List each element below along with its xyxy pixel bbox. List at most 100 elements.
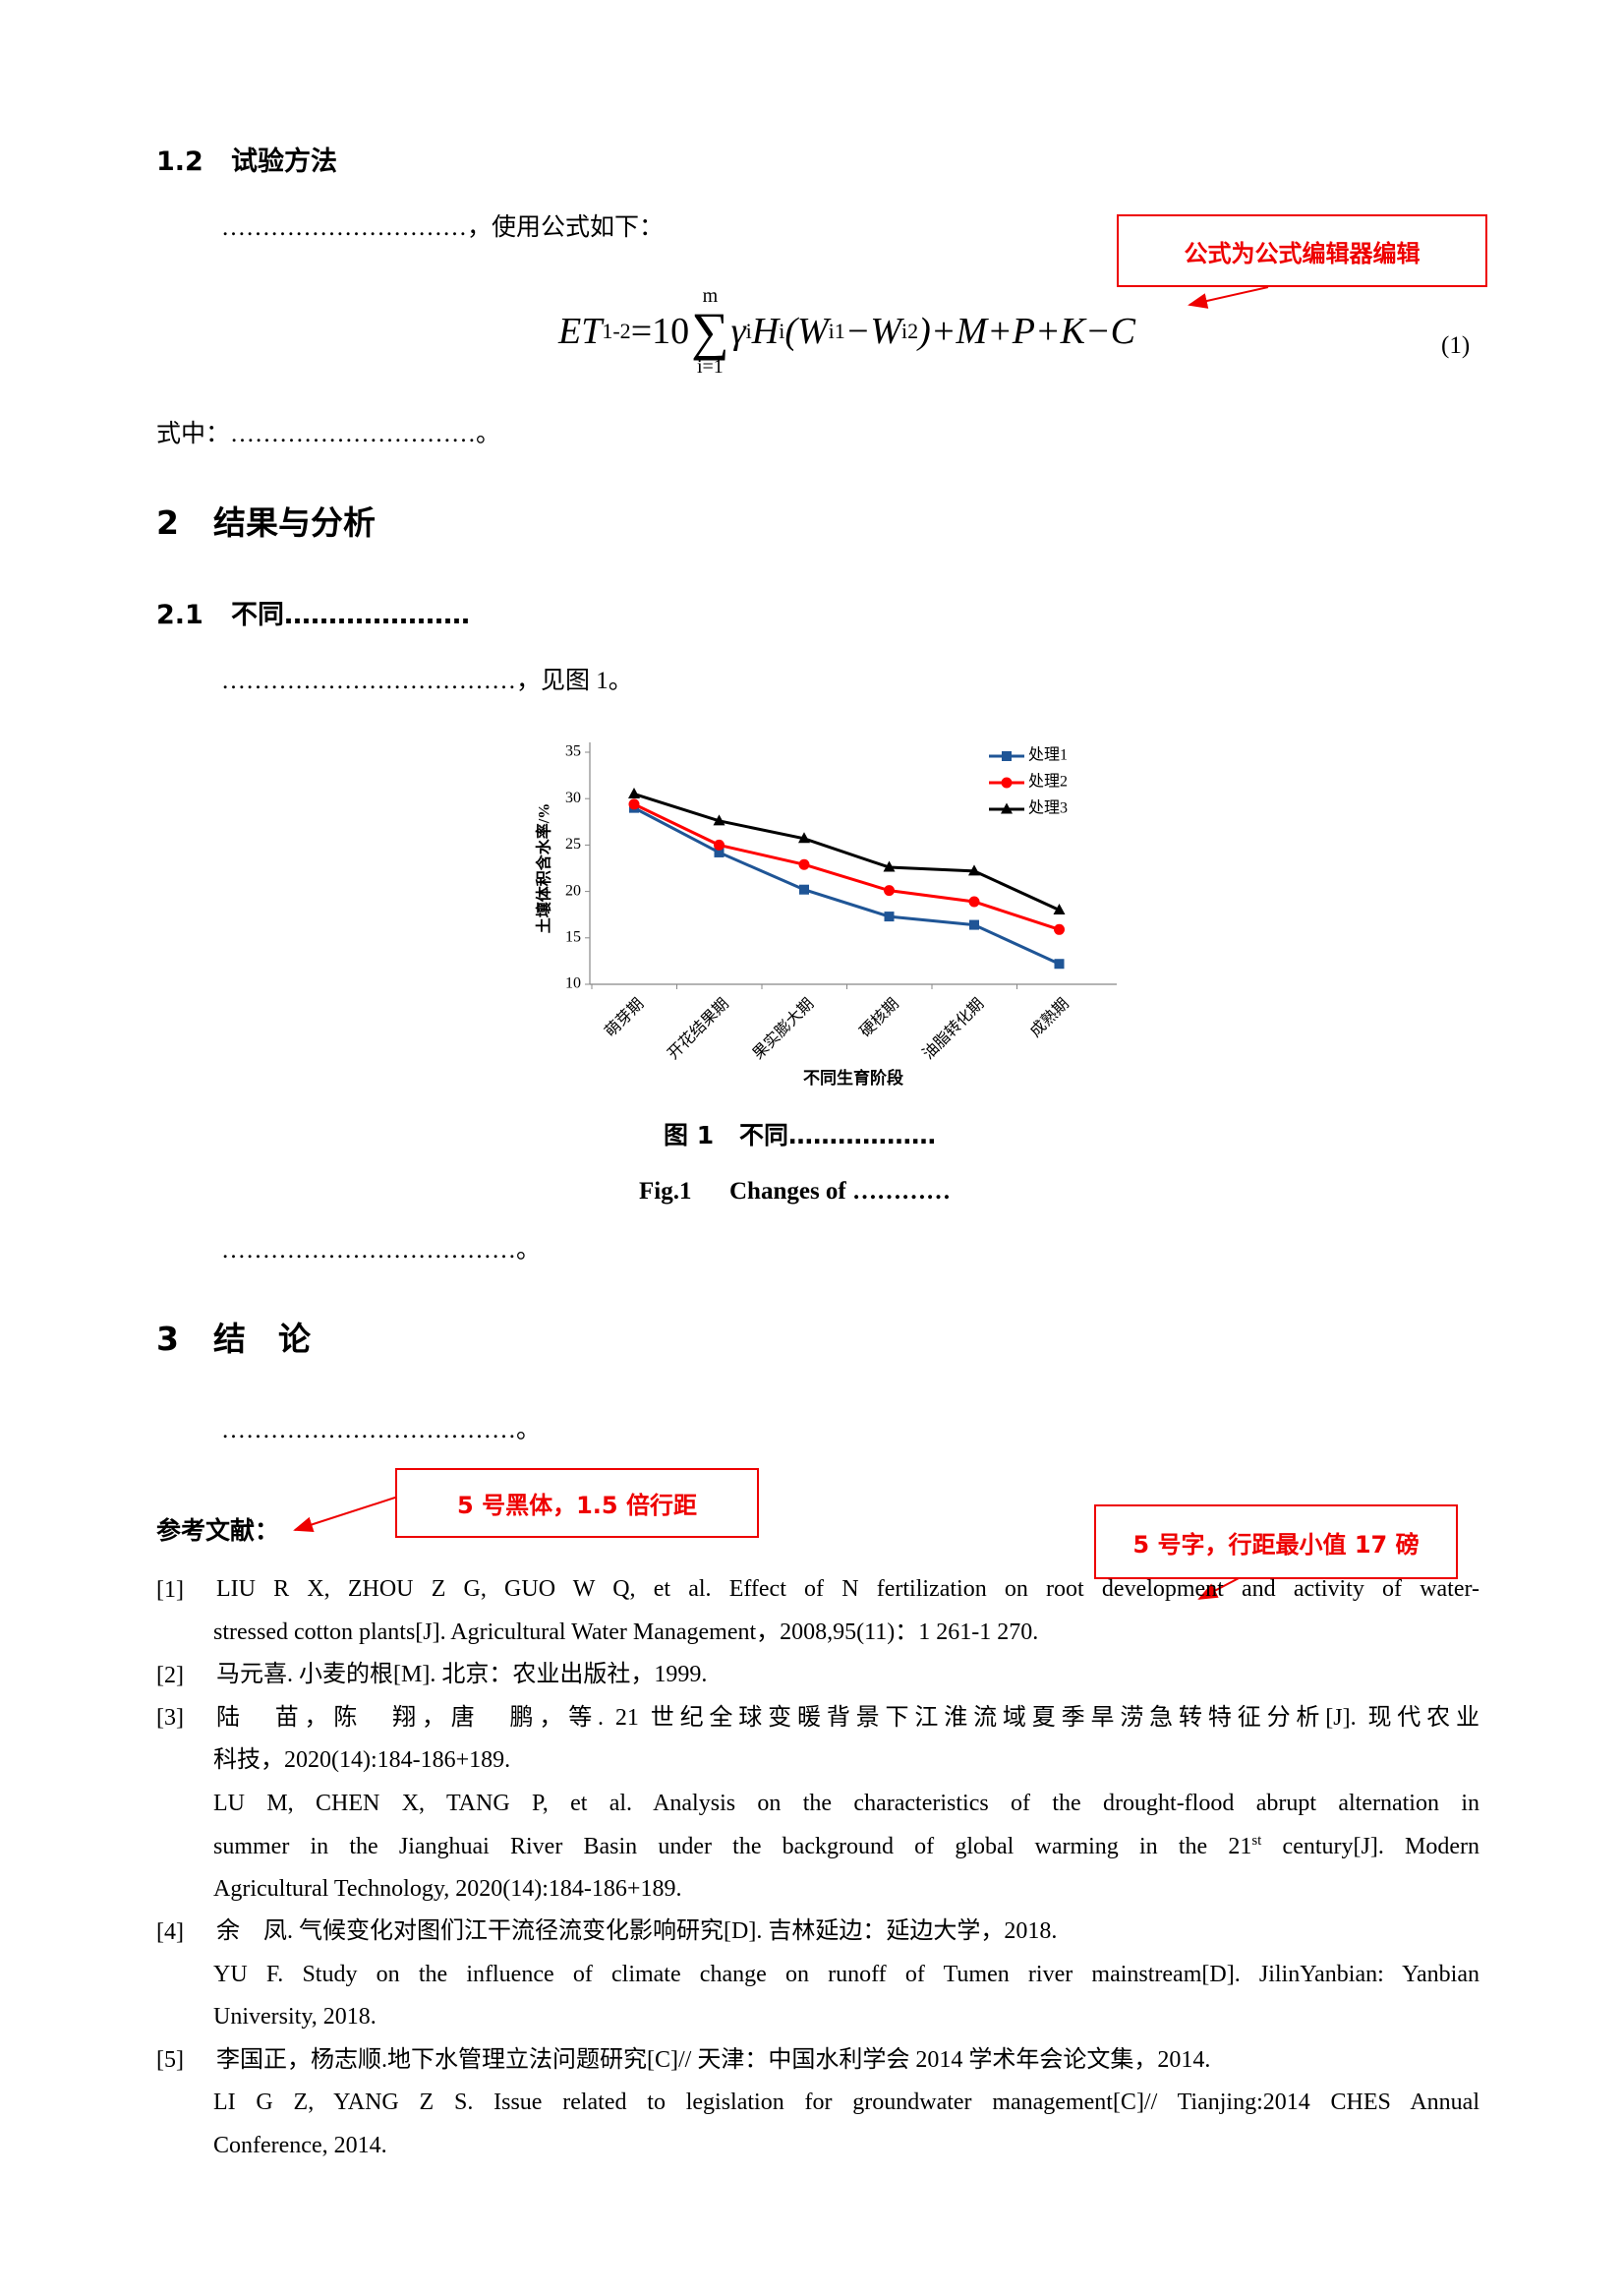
marker	[884, 885, 895, 897]
x-tick-label: 油脂转化期	[919, 995, 987, 1063]
y-tick-label: 10	[565, 975, 581, 992]
y-tick-label: 35	[565, 743, 581, 760]
reference-line: 陆 苗，陈 翔，唐 鹏，等. 21 世纪全球变暖背景下江淮流域夏季旱涝急转特征分…	[216, 1704, 1479, 1731]
reference-line: Agricultural Technology, 2020(14):184-18…	[213, 1875, 682, 1902]
heading-title: 试验方法	[231, 146, 337, 177]
marker	[798, 858, 810, 870]
reference-label: [1]	[156, 1576, 184, 1603]
y-tick-label: 25	[565, 836, 581, 853]
y-axis-label: 土壤体积含水率/%	[535, 803, 553, 933]
marker	[799, 884, 809, 895]
marker	[714, 847, 725, 857]
reference-label: [5]	[156, 2047, 184, 2074]
paragraph: ………………………………，见图 1。	[221, 668, 633, 694]
eq-part: )+M+P+K−C	[918, 311, 1135, 353]
chart: 10 15 20 25 30 35 萌芽期 开花结果期 果实膨大期 硬核期 油脂转化期 成熟期 土壤体积…	[535, 742, 1117, 1088]
reference-text: century[J]. Modern	[1261, 1834, 1479, 1859]
caption: Changes of …………	[729, 1178, 952, 1205]
annotation-arrow	[1197, 1576, 1242, 1600]
paragraph: ………………………………。	[221, 1237, 542, 1264]
marker	[628, 787, 640, 798]
paragraph: …………………………，使用公式如下：	[221, 214, 665, 241]
heading-title: 结果与分析	[213, 503, 376, 543]
reference-line: summer in the Jianghuai River Basin unde…	[213, 1832, 1479, 1861]
marker	[969, 919, 979, 930]
annotation-arrow	[1188, 286, 1269, 309]
eq-part: ET	[558, 311, 603, 353]
reference-label: [3]	[156, 1705, 184, 1732]
heading-number: 1.2	[156, 146, 203, 177]
x-axis-label: 不同生育阶段	[803, 1068, 903, 1088]
reference-line: Conference, 2014.	[213, 2132, 387, 2158]
marker	[1001, 802, 1013, 814]
reference-line: YU F. Study on the influence of climate …	[213, 1961, 1479, 1987]
marker	[714, 839, 725, 851]
reference-line: 科技，2020(14):184-186+189.	[213, 1747, 511, 1773]
eq-part: (W	[784, 311, 829, 353]
heading-title: 结 论	[213, 1320, 311, 1359]
eq-sub: i	[745, 319, 752, 344]
eq-part: −W	[844, 311, 902, 353]
annotation-arrow	[293, 1496, 399, 1533]
reference-line: LI G Z, YANG Z S. Issue related to legis…	[213, 2090, 1479, 2115]
caption: 不同………………	[739, 1121, 937, 1149]
legend-label: 处理2	[1028, 773, 1068, 791]
x-tick-label: 成熟期	[1026, 995, 1073, 1041]
annotation-box: 公式为公式编辑器编辑	[1117, 214, 1487, 287]
marker	[628, 798, 640, 810]
reference-line: LU M, CHEN X, TANG P, et al. Analysis on…	[213, 1790, 1479, 1816]
marker	[1053, 903, 1066, 914]
marker	[968, 896, 980, 908]
reference-label: [2]	[156, 1662, 184, 1688]
marker	[1001, 777, 1013, 789]
y-tick-label: 15	[565, 928, 581, 945]
eq-sub: i1	[828, 319, 845, 344]
eq-sub: i2	[901, 319, 919, 344]
reference-line: LIU R X, ZHOU Z G, GUO W Q, et al. Effec…	[216, 1576, 1479, 1602]
heading-number: 3	[156, 1320, 179, 1359]
reference-line: 马元喜. 小麦的根[M]. 北京：农业出版社，1999.	[216, 1662, 708, 1687]
sigma: ∑	[691, 302, 729, 361]
marker	[883, 860, 896, 872]
heading-number: 2	[156, 503, 179, 543]
series-line	[633, 793, 1061, 912]
marker	[884, 912, 895, 922]
x-tick-label: 果实膨大期	[749, 995, 817, 1063]
x-tick-label: 硬核期	[856, 995, 902, 1041]
sum-top: m	[702, 285, 719, 307]
series-line	[633, 806, 1061, 966]
heading-title: 不同…………………	[231, 599, 470, 630]
reference-line: stressed cotton plants[J]. Agricultural …	[213, 1619, 1039, 1645]
marker	[713, 814, 725, 826]
reference-line: 李国正，杨志顺.地下水管理立法问题研究[C]// 天津：中国水利学会 2014 …	[216, 2046, 1211, 2073]
reference-text: st	[1251, 1833, 1262, 1849]
reference-text: summer in the Jianghuai River Basin unde…	[213, 1834, 1252, 1859]
eq-sub: i	[779, 319, 785, 344]
references-title: 参考文献：	[156, 1516, 280, 1545]
caption: 图 1	[664, 1121, 715, 1149]
eq-part: H	[751, 311, 780, 353]
paragraph: ………………………………。	[221, 1417, 542, 1443]
annotation-box: 5 号黑体，1.5 倍行距	[395, 1468, 759, 1538]
y-tick-label: 20	[565, 882, 581, 899]
series-line	[633, 802, 1060, 931]
eq-sub: 1-2	[602, 319, 631, 344]
marker	[1054, 959, 1065, 970]
paragraph: 式中：…………………………。	[156, 421, 501, 447]
marker	[1002, 751, 1012, 761]
marker	[968, 864, 980, 876]
legend-label: 处理3	[1028, 799, 1068, 817]
reference-label: [4]	[156, 1918, 184, 1945]
legend-label: 处理1	[1028, 746, 1068, 764]
sum: m ∑ i=1	[691, 285, 729, 379]
reference-line: 余 凤. 气候变化对图们江干流径流变化影响研究[D]. 吉林延边：延边大学，20…	[216, 1918, 1058, 1944]
y-tick-label: 30	[565, 790, 581, 806]
reference-line: University, 2018.	[213, 2004, 377, 2030]
eq-part: =10	[630, 311, 690, 353]
equation-number: (1)	[1441, 332, 1471, 359]
annotation-box: 5 号字，行距最小值 17 磅	[1094, 1504, 1458, 1579]
heading-number: 2.1	[156, 599, 203, 630]
sum-bottom: i=1	[696, 355, 724, 378]
